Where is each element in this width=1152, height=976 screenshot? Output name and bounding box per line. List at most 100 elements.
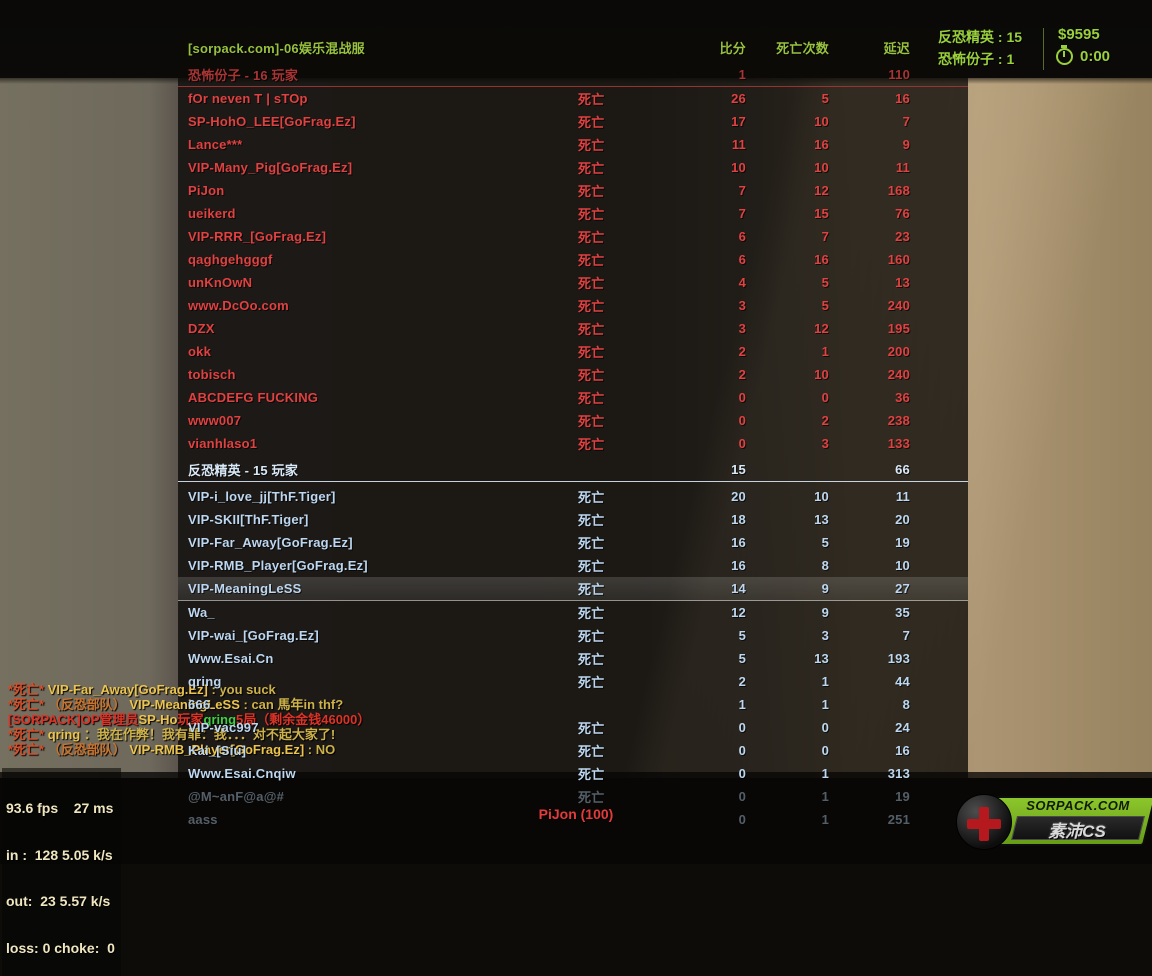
team-title: 反恐精英 - 15 玩家: [188, 463, 299, 478]
player-deaths: 5: [821, 298, 829, 313]
chat-span-red: [SORPACK]: [8, 712, 81, 727]
player-row: ABCDEFG FUCKING 死亡 0 0 36: [178, 386, 968, 409]
player-row: @M~anF@a@# 死亡 0 1 19: [178, 785, 968, 808]
netgraph-out-line: out: 23 5.57 k/s: [6, 893, 111, 909]
player-status: 死亡: [578, 391, 605, 406]
hud-divider: [1043, 28, 1044, 70]
team-title: 恐怖份子 - 16 玩家: [188, 68, 299, 83]
player-name: fOr neven T | sTOp: [188, 91, 308, 106]
player-deaths: 12: [814, 183, 829, 198]
scoreboard-header-row: [sorpack.com]-06娱乐混战服 比分 死亡次数 延迟: [178, 36, 968, 59]
player-score: 16: [731, 558, 746, 573]
player-row: qring 死亡 2 1 44: [178, 670, 968, 693]
player-score: 2: [738, 674, 746, 689]
player-name: VIP-Far_Away[GoFrag.Ez]: [188, 535, 353, 550]
player-deaths: 15: [814, 206, 829, 221]
player-latency: 168: [887, 183, 910, 198]
player-status: 死亡: [578, 582, 605, 597]
player-status: 死亡: [578, 184, 605, 199]
chat-message: *死亡* （反恐部队） VIP-MeaningLeSS : can 馬年in t…: [8, 697, 370, 712]
player-deaths: 10: [814, 489, 829, 504]
player-row: Www.Esai.Cnqiw 死亡 0 1 313: [178, 762, 968, 785]
server-name: [sorpack.com]-06娱乐混战服: [188, 41, 365, 56]
player-row: www007 死亡 0 2 238: [178, 409, 968, 432]
player-status: 死亡: [578, 513, 605, 528]
player-latency: 133: [887, 436, 910, 451]
chat-span-name: VIP-Far_Away[GoFrag.Ez]: [47, 682, 208, 697]
player-score: 6: [738, 252, 746, 267]
player-score: 0: [738, 390, 746, 405]
ct-score-line: 反恐精英 : 15: [938, 29, 1023, 45]
team-total-latency: 110: [888, 67, 910, 82]
player-status: 死亡: [578, 606, 605, 621]
player-latency: 16: [895, 91, 910, 106]
logo-ball-icon: [956, 794, 1012, 850]
player-name: VIP-RRR_[GoFrag.Ez]: [188, 229, 327, 244]
player-score: 0: [738, 766, 746, 781]
player-score: 0: [738, 413, 746, 428]
player-deaths: 16: [814, 137, 829, 152]
logo-site-text: SORPACK.COM: [1026, 798, 1130, 813]
player-latency: 23: [895, 229, 910, 244]
spectated-player-label: PiJon (100): [538, 806, 614, 822]
player-deaths: 9: [821, 605, 829, 620]
chat-span-red: OP管理员: [80, 712, 139, 727]
player-score: 12: [731, 605, 746, 620]
player-latency: 240: [887, 298, 910, 313]
player-name: qring: [188, 674, 222, 689]
chat-log: *死亡* VIP-Far_Away[GoFrag.Ez] : you suck *…: [8, 682, 370, 757]
player-status: 死亡: [578, 490, 605, 505]
player-latency: 195: [887, 321, 910, 336]
player-deaths: 5: [821, 535, 829, 550]
chat-message: *死亡* qring ：我在作弊！我有罪：我．．．对不起大家了!: [8, 727, 370, 742]
money-amount: $9595: [1058, 26, 1100, 43]
player-score: 0: [738, 720, 746, 735]
player-latency: 36: [895, 390, 910, 405]
player-latency: 313: [887, 766, 910, 781]
player-name: qaghgehgggf: [188, 252, 273, 267]
player-deaths: 3: [821, 628, 829, 643]
team-total-latency: 66: [895, 462, 910, 477]
player-score: 5: [738, 651, 746, 666]
chat-span-name: VIP-RMB_Player[GoFrag.Ez]: [129, 742, 305, 757]
timer-icon: [1056, 45, 1073, 65]
chat-message: [SORPACK]OP管理员SP-Ho玩家qring5局（剩余金钱46000）: [8, 712, 370, 727]
player-latency: 20: [895, 512, 910, 527]
player-status: 死亡: [578, 629, 605, 644]
player-row: www.DcOo.com 死亡 3 5 240: [178, 294, 968, 317]
player-deaths: 3: [821, 436, 829, 451]
chat-span-death: *死亡*: [8, 727, 48, 742]
chat-span-msg: : you suck: [207, 682, 276, 697]
player-deaths: 1: [821, 674, 829, 689]
player-deaths: 5: [821, 275, 829, 290]
chat-span-name: qring: [47, 727, 81, 742]
player-status: 死亡: [578, 559, 605, 574]
player-deaths: 9: [821, 581, 829, 596]
player-status: 死亡: [578, 721, 605, 736]
terrorist-team-section: 恐怖份子 - 16 玩家 1 110 fOr neven T | sTOp 死亡 2 6 5 1…: [178, 63, 968, 455]
player-name: Www.Esai.Cn: [188, 651, 274, 666]
scoreboard-panel: [sorpack.com]-06娱乐混战服 比分 死亡次数 延迟 恐怖份子 - …: [178, 30, 968, 836]
player-deaths: 10: [814, 114, 829, 129]
player-row: qaghgehgggf 死亡 6 16 160: [178, 248, 968, 271]
player-status: 死亡: [578, 207, 605, 222]
player-row: Kai_[Siu] 死亡 0 0 16: [178, 739, 968, 762]
player-status: 死亡: [578, 744, 605, 759]
logo-cross-icon: [979, 807, 989, 841]
player-row: SP-HohO_LEE[GoFrag.Ez] 死亡 17 10 7: [178, 110, 968, 133]
player-deaths: 5: [821, 91, 829, 106]
player-deaths: 2: [821, 413, 829, 428]
player-latency: 24: [895, 720, 910, 735]
player-score: 0: [738, 436, 746, 451]
player-latency: 27: [895, 581, 910, 596]
player-name: 666: [188, 697, 211, 712]
player-deaths: 1: [821, 812, 829, 827]
player-score: 0: [738, 743, 746, 758]
player-row: PiJon 死亡 7 12 168: [178, 179, 968, 202]
team-total-score: 15: [731, 462, 746, 477]
netgraph-loss-line: loss: 0 choke: 0: [6, 939, 115, 956]
player-name: ABCDEFG FUCKING: [188, 390, 319, 405]
player-latency: 19: [895, 535, 910, 550]
player-row: Www.Esai.Cn 死亡 5 13 193: [178, 647, 968, 670]
player-deaths: 1: [821, 344, 829, 359]
